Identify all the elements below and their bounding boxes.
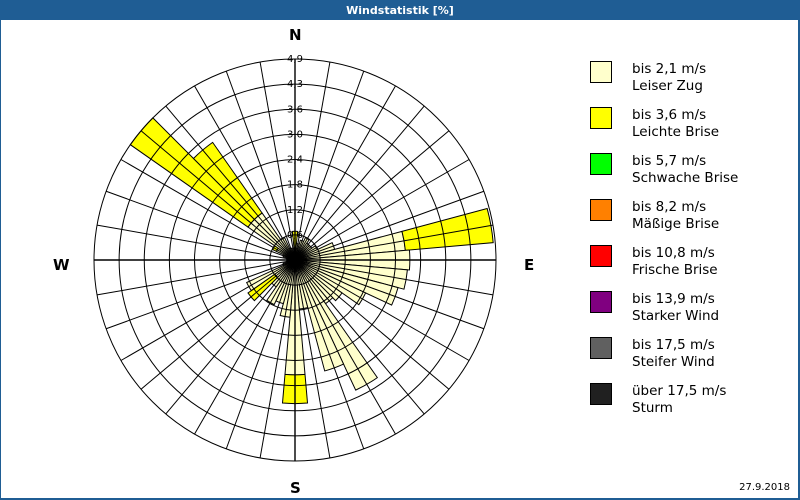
legend-speed: bis 2,1 m/s xyxy=(632,61,707,77)
date-label: 27.9.2018 xyxy=(739,482,790,493)
grid-spoke xyxy=(120,159,296,261)
legend-speed: bis 5,7 m/s xyxy=(632,153,707,169)
legend-item: bis 17,5 m/s Steifer Wind xyxy=(590,337,790,383)
legend-swatch xyxy=(590,291,612,313)
legend-swatch xyxy=(590,245,612,267)
legend: bis 2,1 m/s Leiser Zug bis 3,6 m/s Leichte… xyxy=(590,61,790,429)
grid-spoke xyxy=(259,259,296,459)
legend-swatch xyxy=(590,337,612,359)
ring-label: 1,2 xyxy=(287,205,303,216)
grid-spoke xyxy=(294,259,485,330)
grid-spoke xyxy=(96,259,296,296)
compass-north-label: N xyxy=(289,26,302,44)
legend-speed: bis 13,9 m/s xyxy=(632,291,715,307)
legend-item: bis 2,1 m/s Leiser Zug xyxy=(590,61,790,107)
grid-spoke xyxy=(294,259,470,361)
grid-spoke xyxy=(294,70,365,261)
legend-swatch xyxy=(590,61,612,83)
ring-label: 0,6 xyxy=(287,230,303,241)
grid-spoke xyxy=(294,259,365,450)
rose-petal xyxy=(401,207,494,251)
compass-west-label: W xyxy=(53,256,70,274)
grid-spoke xyxy=(140,259,296,390)
grid-spoke xyxy=(294,259,425,415)
grid-spoke xyxy=(294,190,485,261)
legend-item: bis 3,6 m/s Leichte Brise xyxy=(590,107,790,153)
legend-speed: bis 3,6 m/s xyxy=(632,107,707,123)
grid-spoke xyxy=(294,259,331,459)
legend-swatch xyxy=(590,153,612,175)
legend-name: Steifer Wind xyxy=(632,354,715,370)
grid-spoke xyxy=(105,259,296,330)
ring-label: 1,8 xyxy=(287,180,303,191)
grid-spoke xyxy=(294,85,396,261)
grid-spoke xyxy=(294,159,470,261)
wind-rose-chart: 0,6 1,2 1,8 2,4 3,0 3,6 4,3 4,9 xyxy=(93,54,497,462)
legend-speed: bis 8,2 m/s xyxy=(632,199,707,215)
legend-name: Sturm xyxy=(632,400,673,416)
legend-name: Leiser Zug xyxy=(632,78,703,94)
grid-spoke xyxy=(96,224,296,261)
legend-name: Schwache Brise xyxy=(632,170,739,186)
grid-spoke xyxy=(120,259,296,361)
grid-spoke xyxy=(140,130,296,261)
ring-label: 3,0 xyxy=(287,129,303,140)
legend-speed: über 17,5 m/s xyxy=(632,383,727,399)
legend-swatch xyxy=(590,383,612,405)
legend-name: Leichte Brise xyxy=(632,124,720,140)
ring-label: 4,3 xyxy=(287,79,303,90)
legend-speed: bis 17,5 m/s xyxy=(632,337,715,353)
grid-spoke xyxy=(225,259,296,450)
legend-item: bis 8,2 m/s Mäßige Brise xyxy=(590,199,790,245)
legend-name: Frische Brise xyxy=(632,262,718,278)
ring-label: 3,6 xyxy=(287,104,303,115)
legend-item: bis 10,8 m/s Frische Brise xyxy=(590,245,790,291)
grid-spoke xyxy=(165,105,296,261)
grid-spoke xyxy=(294,259,450,390)
grid-spoke xyxy=(294,61,331,261)
chart-area: 0,6 1,2 1,8 2,4 3,0 3,6 4,3 4,9 N E S W bis 2,1… xyxy=(1,20,798,498)
legend-speed: bis 10,8 m/s xyxy=(632,245,715,261)
grid-spoke xyxy=(294,130,450,261)
grid-spoke xyxy=(259,61,296,261)
legend-swatch xyxy=(590,107,612,129)
grid-spoke xyxy=(225,70,296,261)
grid-spoke xyxy=(294,259,494,296)
grid-spoke xyxy=(105,190,296,261)
grid-spoke xyxy=(294,105,425,261)
grid-spoke xyxy=(294,259,396,435)
ring-label: 2,4 xyxy=(287,155,303,166)
legend-item: bis 5,7 m/s Schwache Brise xyxy=(590,153,790,199)
legend-swatch xyxy=(590,199,612,221)
legend-item: über 17,5 m/s Sturm xyxy=(590,383,790,429)
compass-south-label: S xyxy=(290,479,301,497)
grid-spoke xyxy=(165,259,296,415)
grid-spoke xyxy=(194,259,296,435)
legend-name: Starker Wind xyxy=(632,308,720,324)
legend-name: Mäßige Brise xyxy=(632,216,720,232)
legend-item: bis 13,9 m/s Starker Wind xyxy=(590,291,790,337)
ring-label: 4,9 xyxy=(287,54,303,65)
window-title: Windstatistik [%] xyxy=(346,4,454,17)
compass-east-label: E xyxy=(524,256,535,274)
grid-spoke xyxy=(194,85,296,261)
grid-spoke xyxy=(294,224,494,261)
